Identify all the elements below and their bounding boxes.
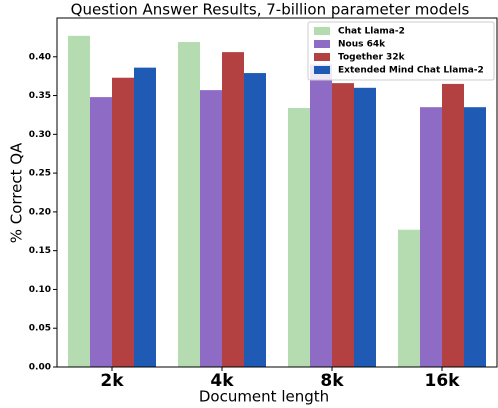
y-tick-label: 0.10 bbox=[29, 285, 51, 295]
bar bbox=[178, 42, 200, 367]
legend-label: Extended Mind Chat Llama-2 bbox=[338, 66, 484, 76]
bar bbox=[288, 107, 310, 367]
bar bbox=[134, 67, 156, 367]
bar bbox=[420, 107, 442, 367]
bar bbox=[68, 35, 90, 368]
bar bbox=[200, 90, 222, 368]
bar bbox=[442, 83, 464, 367]
y-axis-label: % Correct QA bbox=[8, 142, 26, 243]
bar bbox=[222, 52, 244, 367]
legend-swatch bbox=[314, 40, 330, 48]
legend-swatch bbox=[314, 27, 330, 35]
legend-label: Chat Llama-2 bbox=[338, 27, 405, 37]
bar bbox=[90, 97, 112, 368]
bar bbox=[332, 83, 354, 367]
bar bbox=[310, 64, 332, 368]
legend-box bbox=[307, 21, 495, 81]
legend-swatch bbox=[314, 66, 330, 74]
y-tick-label: 0.20 bbox=[29, 207, 51, 217]
bar bbox=[398, 229, 420, 367]
legend-label: Together 32k bbox=[338, 53, 406, 63]
y-tick-label: 0.05 bbox=[29, 324, 51, 334]
chart-title: Question Answer Results, 7-billion param… bbox=[71, 1, 470, 19]
y-tick-label: 0.40 bbox=[29, 52, 51, 62]
bar bbox=[112, 77, 134, 368]
y-tick-label: 0.25 bbox=[29, 169, 51, 179]
y-tick-label: 0.00 bbox=[29, 363, 51, 373]
legend-swatch bbox=[314, 53, 330, 61]
x-tick-label: 2k bbox=[100, 371, 124, 391]
x-axis-label: Document length bbox=[199, 388, 329, 406]
y-tick-label: 0.35 bbox=[29, 91, 51, 101]
x-tick-label: 8k bbox=[320, 371, 344, 391]
y-tick-label: 0.15 bbox=[29, 246, 51, 256]
plot-frame bbox=[56, 17, 498, 368]
bar bbox=[244, 73, 266, 367]
x-tick-label: 4k bbox=[210, 371, 234, 391]
legend: Chat Llama-2 Nous 64k Together 32k Extended… bbox=[307, 21, 495, 81]
y-tick-label: 0.30 bbox=[29, 130, 51, 140]
legend-label: Nous 64k bbox=[338, 40, 386, 50]
bar bbox=[354, 87, 376, 368]
bar bbox=[464, 107, 486, 367]
x-tick-label: 16k bbox=[425, 371, 461, 391]
